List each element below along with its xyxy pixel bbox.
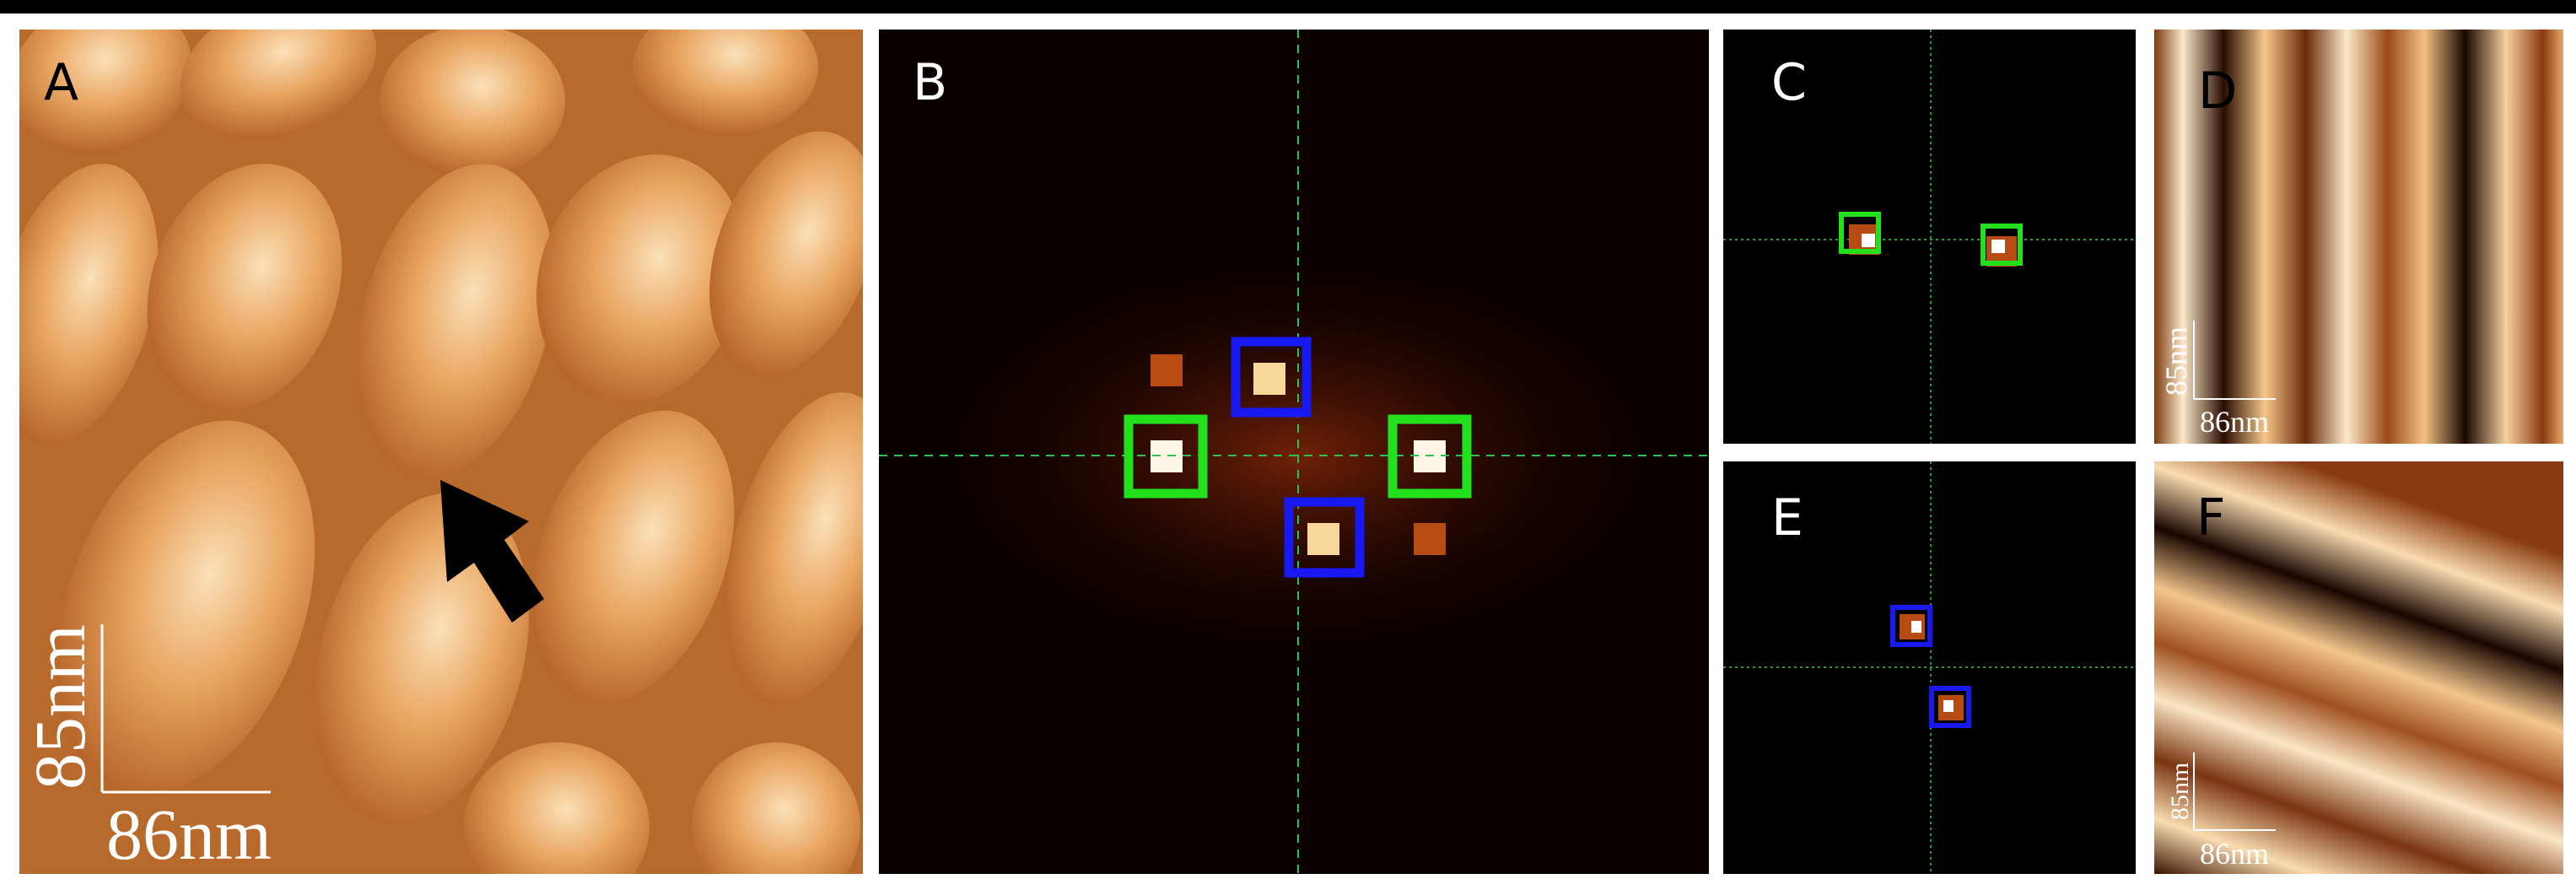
scale-label: 85nm	[2159, 326, 2193, 396]
panel-label: A	[44, 53, 78, 112]
figure: A 85nm 86nm B C E D	[0, 0, 2576, 879]
panel-a-image	[0, 0, 924, 879]
scale-label: 85nm	[2166, 763, 2194, 820]
scale-label: 85nm	[19, 624, 100, 790]
panel-label: C	[1771, 53, 1807, 112]
panel-label: D	[2198, 62, 2237, 121]
top-bar	[0, 0, 2576, 13]
panel-label: B	[913, 53, 947, 112]
scale-label: 86nm	[2200, 837, 2269, 871]
scale-label: 86nm	[106, 794, 272, 875]
panel-label: E	[1771, 488, 1803, 547]
scale-label: 86nm	[2200, 405, 2269, 439]
panel-label: F	[2196, 488, 2226, 547]
